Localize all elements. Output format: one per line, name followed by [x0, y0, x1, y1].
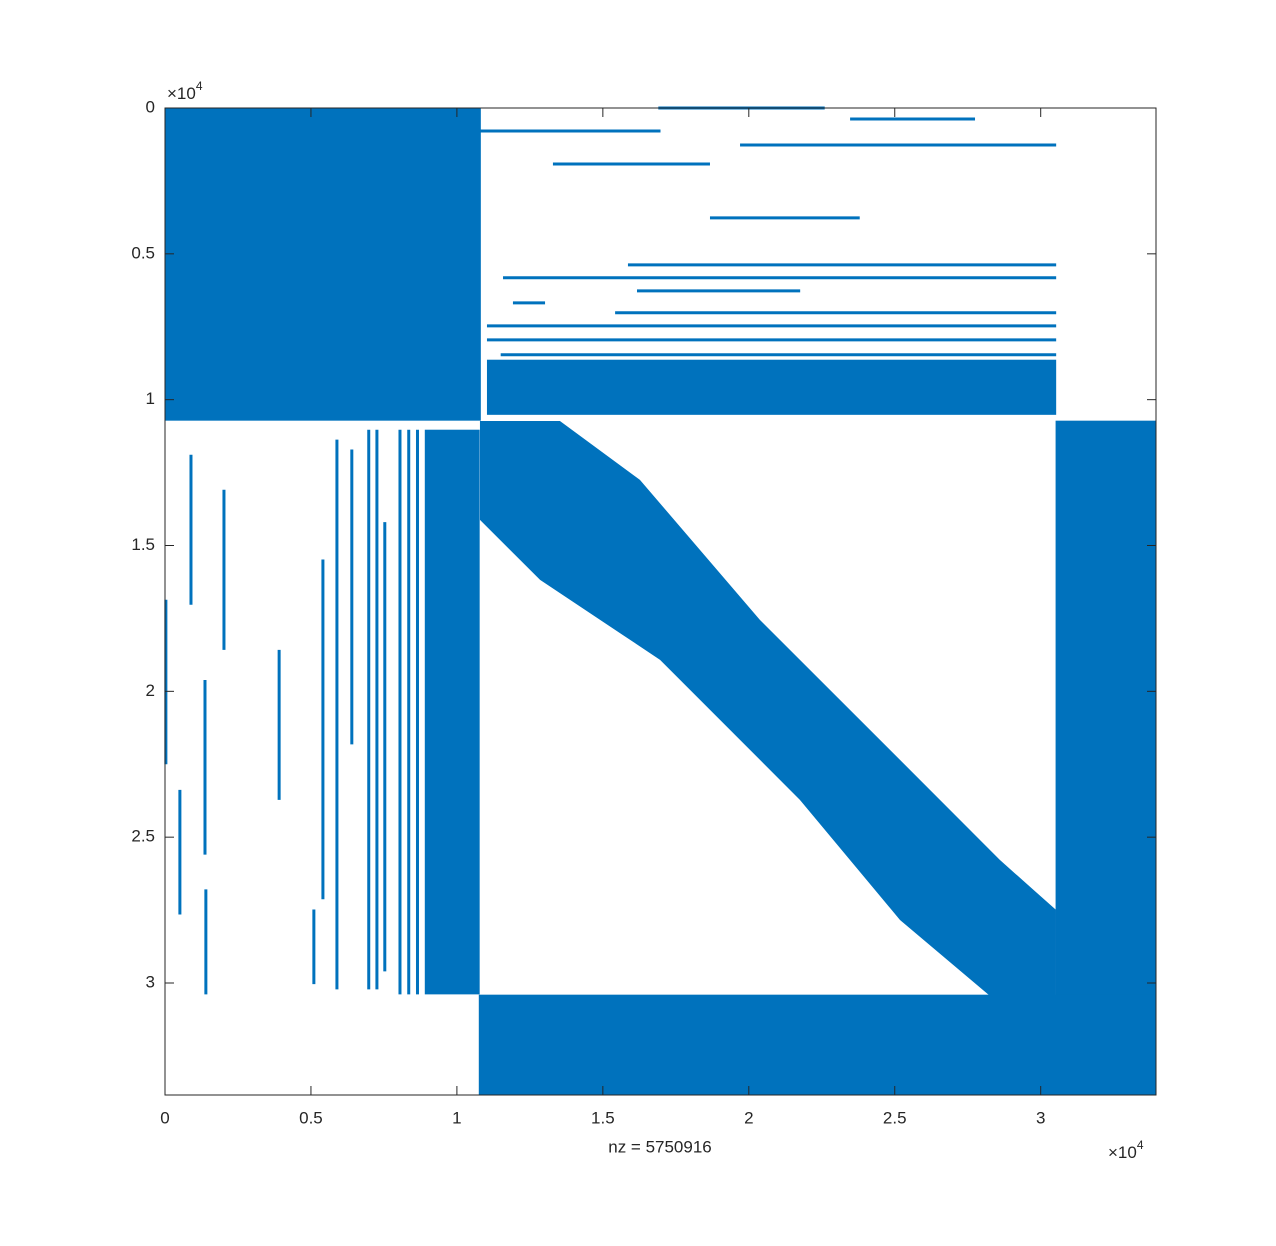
x-tick-label: 2 [744, 1108, 753, 1127]
diagonal-band [479, 420, 1056, 996]
nonzero-block [486, 359, 1057, 415]
y-tick-label: 1 [146, 389, 155, 408]
x-multiplier-base: ×10 [1108, 1143, 1137, 1162]
x-tick-label: 2.5 [883, 1108, 907, 1127]
nonzero-block [1055, 420, 1156, 1096]
x-multiplier: ×104 [1108, 1138, 1144, 1162]
axes-box [164, 107, 1157, 1096]
y-tick-label: 0 [146, 97, 155, 116]
y-tick-label: 2 [146, 681, 155, 700]
plot-marks [164, 106, 1156, 1096]
nonzero-block [478, 994, 1156, 1095]
y-multiplier: ×104 [167, 79, 203, 103]
nonzero-block [424, 429, 480, 995]
y-tick-label: 3 [146, 972, 155, 991]
y-tick-label: 2.5 [131, 827, 155, 846]
y-multiplier-exponent: 4 [196, 79, 203, 93]
nonzero-block [165, 108, 481, 421]
x-tick-label: 1 [452, 1108, 461, 1127]
x-tick-label: 1.5 [591, 1108, 615, 1127]
x-axis-label: nz = 5750916 [608, 1137, 712, 1156]
y-tick-label: 0.5 [131, 243, 155, 262]
x-tick-label: 0.5 [299, 1108, 323, 1127]
x-tick-label: 0 [160, 1108, 169, 1127]
y-multiplier-base: ×10 [167, 84, 196, 103]
y-tick-label: 1.5 [131, 535, 155, 554]
x-tick-label: 3 [1036, 1108, 1045, 1127]
x-multiplier-exponent: 4 [1137, 1138, 1144, 1152]
